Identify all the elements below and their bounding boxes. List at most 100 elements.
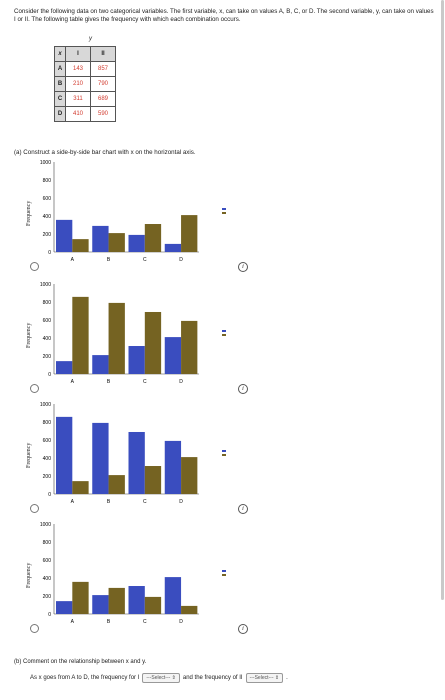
info-icon[interactable]: i bbox=[238, 504, 248, 514]
chart-option-1: i Frequency 0 200 400 600 800 1000 A B C D bbox=[0, 158, 445, 288]
bar-A-series-2 bbox=[72, 581, 89, 614]
bar-C-series-1 bbox=[128, 431, 145, 494]
x-tick-label: A bbox=[71, 257, 75, 263]
bar-C-series-2 bbox=[144, 311, 162, 374]
y-tick-label: 800 bbox=[43, 300, 52, 306]
bar-D-series-1 bbox=[164, 440, 182, 494]
bar-A-series-2 bbox=[72, 239, 89, 252]
y-tick-label: 400 bbox=[43, 456, 52, 462]
x-tick-label: A bbox=[71, 379, 75, 385]
y-tick-label: 1000 bbox=[40, 402, 51, 408]
x-tick-label: C bbox=[143, 499, 147, 505]
y-tick-label: 0 bbox=[48, 372, 51, 378]
bar-chart: 0 200 400 600 800 1000 A B C D bbox=[40, 402, 199, 505]
frequency-table: y x I II A 143 857 B 210 790 C 311 689 D… bbox=[54, 32, 116, 122]
legend-swatch-1 bbox=[222, 330, 226, 332]
option-radio[interactable] bbox=[30, 624, 39, 633]
bar-A-series-2 bbox=[72, 296, 89, 374]
scrollbar[interactable] bbox=[441, 0, 444, 600]
legend bbox=[222, 450, 226, 458]
bar-D-series-2 bbox=[181, 215, 198, 252]
y-tick-label: 0 bbox=[48, 492, 51, 498]
bar-B-series-1 bbox=[92, 355, 109, 374]
chart-option-2: i Frequency 0 200 400 600 800 1000 A B C D bbox=[0, 280, 445, 410]
x-tick-label: C bbox=[143, 379, 147, 385]
part-a-prompt: (a) Construct a side-by-side bar chart w… bbox=[14, 149, 196, 156]
intro-text: Consider the following data on two categ… bbox=[14, 8, 434, 24]
option-radio[interactable] bbox=[30, 504, 39, 513]
bar-D-series-1 bbox=[164, 337, 182, 374]
y-tick-label: 600 bbox=[43, 318, 52, 324]
bar-C-series-1 bbox=[128, 586, 145, 614]
y-axis-label: Frequency bbox=[26, 442, 32, 468]
info-icon[interactable]: i bbox=[238, 384, 248, 394]
y-tick-label: 800 bbox=[43, 178, 52, 184]
bar-chart: 0 200 400 600 800 1000 A B C D bbox=[40, 160, 199, 263]
y-axis-label: Frequency bbox=[26, 200, 32, 226]
y-tick-label: 200 bbox=[43, 594, 52, 600]
y-tick-label: 200 bbox=[43, 354, 52, 360]
bar-A-series-1 bbox=[56, 416, 73, 494]
table-row: A 143 857 bbox=[54, 61, 116, 77]
y-tick-label: 1000 bbox=[40, 522, 51, 528]
bar-D-series-2 bbox=[181, 320, 198, 374]
legend bbox=[222, 208, 226, 216]
bar-B-series-1 bbox=[92, 422, 109, 494]
x-header: x bbox=[54, 46, 66, 62]
y-tick-label: 0 bbox=[48, 612, 51, 618]
legend-swatch-1 bbox=[222, 450, 226, 452]
y-tick-label: 600 bbox=[43, 438, 52, 444]
x-tick-label: D bbox=[179, 619, 183, 625]
y-tick-label: 600 bbox=[43, 558, 52, 564]
trend-select-i[interactable]: ---Select--- ⇕ bbox=[142, 673, 180, 683]
legend-swatch-2 bbox=[222, 454, 226, 456]
table-row: B 210 790 bbox=[54, 76, 116, 92]
x-tick-label: B bbox=[107, 379, 111, 385]
y-axis-label: Frequency bbox=[26, 562, 32, 588]
y-tick-label: 400 bbox=[43, 214, 52, 220]
x-tick-label: B bbox=[107, 257, 111, 263]
bar-C-series-1 bbox=[128, 234, 145, 252]
bar-B-series-2 bbox=[108, 587, 125, 614]
x-tick-label: B bbox=[107, 619, 111, 625]
bar-A-series-1 bbox=[56, 361, 73, 374]
bar-chart: 0 200 400 600 800 1000 A B C D bbox=[40, 282, 199, 385]
y-tick-label: 800 bbox=[43, 420, 52, 426]
bar-chart: 0 200 400 600 800 1000 A B C D bbox=[40, 522, 199, 625]
x-tick-label: D bbox=[179, 499, 183, 505]
sentence-suffix: . bbox=[286, 675, 288, 681]
x-tick-label: C bbox=[143, 619, 147, 625]
bar-A-series-2 bbox=[72, 481, 89, 494]
y-tick-label: 1000 bbox=[40, 160, 51, 166]
trend-select-ii[interactable]: ---Select--- ⇕ bbox=[245, 673, 284, 683]
y-tick-label: 200 bbox=[43, 232, 52, 238]
legend-swatch-2 bbox=[222, 574, 226, 576]
table-row: C 311 689 bbox=[54, 91, 116, 107]
bar-B-series-2 bbox=[108, 302, 125, 374]
bar-C-series-2 bbox=[144, 596, 162, 614]
x-tick-label: A bbox=[71, 499, 75, 505]
answer-sentence: As x goes from A to D, the frequency for… bbox=[30, 673, 288, 683]
bar-C-series-2 bbox=[144, 224, 162, 252]
legend-swatch-2 bbox=[222, 334, 226, 336]
option-radio[interactable] bbox=[30, 262, 39, 271]
x-tick-label: C bbox=[143, 257, 147, 263]
legend bbox=[222, 570, 226, 578]
y-tick-label: 200 bbox=[43, 474, 52, 480]
y-tick-label: 400 bbox=[43, 576, 52, 582]
sentence-middle: and the frequency of II bbox=[182, 675, 243, 681]
y-tick-label: 1000 bbox=[40, 282, 51, 288]
bar-D-series-1 bbox=[164, 243, 182, 252]
info-icon[interactable]: i bbox=[238, 262, 248, 272]
bar-B-series-2 bbox=[108, 233, 125, 252]
bar-D-series-1 bbox=[164, 577, 182, 614]
info-icon[interactable]: i bbox=[238, 624, 248, 634]
bar-D-series-2 bbox=[181, 457, 198, 494]
y-tick-label: 400 bbox=[43, 336, 52, 342]
y-tick-label: 0 bbox=[48, 250, 51, 256]
bar-C-series-1 bbox=[128, 346, 145, 374]
bar-B-series-1 bbox=[92, 595, 109, 614]
option-radio[interactable] bbox=[30, 384, 39, 393]
y-header: y bbox=[89, 36, 92, 42]
x-tick-label: B bbox=[107, 499, 111, 505]
